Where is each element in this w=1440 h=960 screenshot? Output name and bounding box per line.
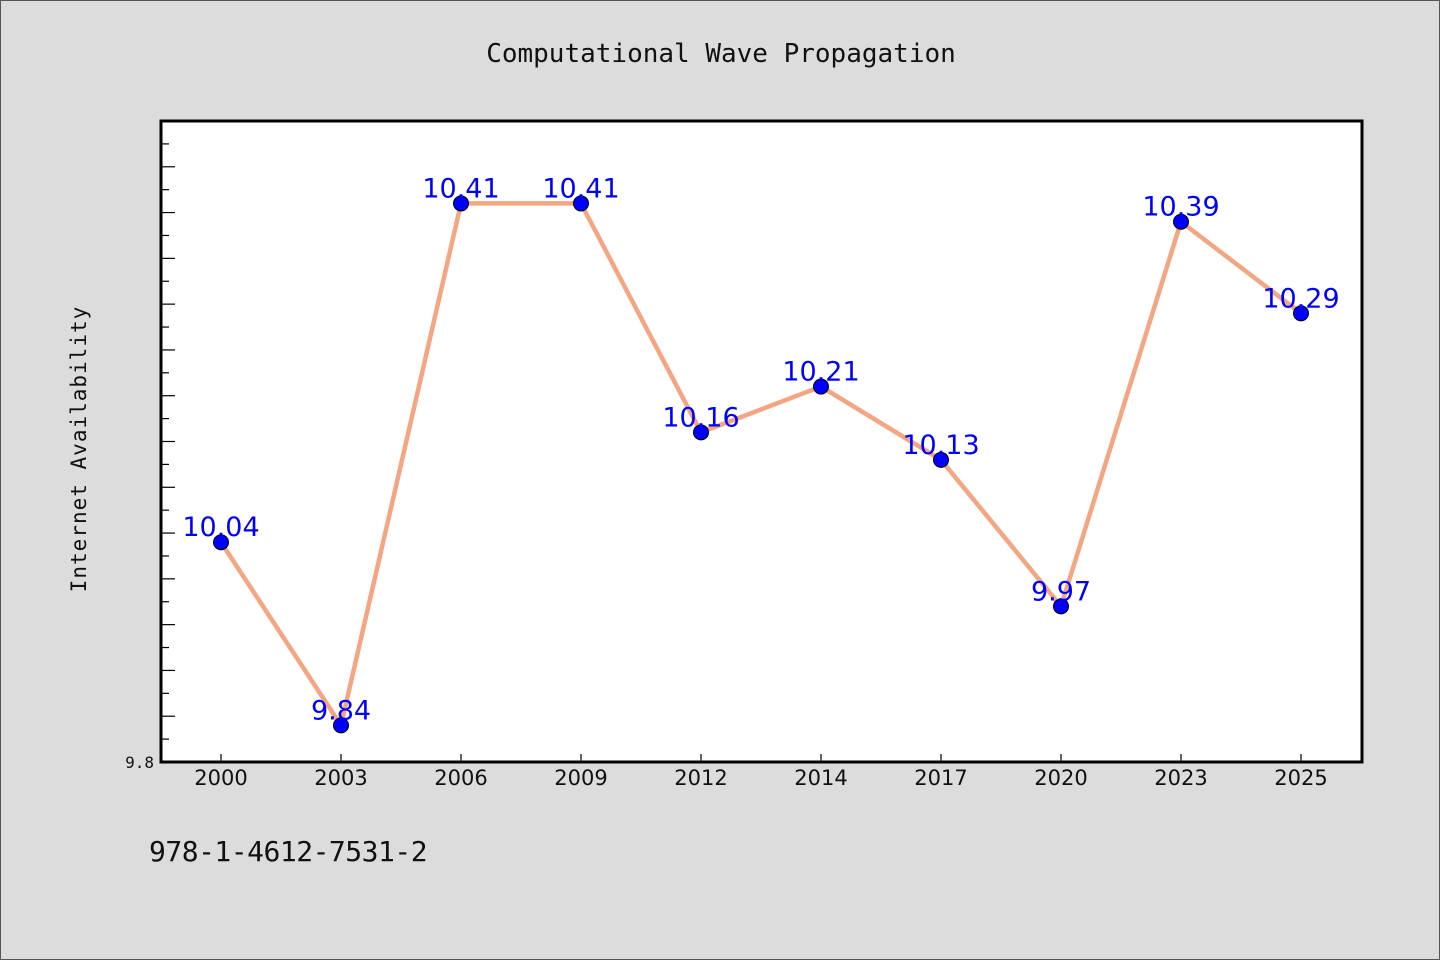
x-tick-label: 2003 bbox=[314, 766, 367, 790]
data-points bbox=[213, 195, 1309, 734]
data-point bbox=[213, 534, 229, 551]
x-tick-label: 2014 bbox=[794, 766, 847, 790]
data-label: 10.41 bbox=[422, 173, 499, 204]
chart-title: Computational Wave Propagation bbox=[486, 39, 956, 69]
x-axis-tick-labels: 2000 2003 2006 2009 2012 2014 2017 2020 2023 2025 bbox=[194, 766, 1327, 790]
data-labels: 10.04 9.84 10.41 10.41 10.16 10.21 10.13 9.97 10… bbox=[182, 173, 1339, 726]
data-point bbox=[453, 195, 469, 212]
data-label: 9.97 bbox=[1031, 576, 1091, 607]
isbn-text: 978-1-4612-7531-2 bbox=[149, 835, 428, 868]
x-tick-label: 2006 bbox=[434, 766, 487, 790]
data-label: 10.41 bbox=[542, 173, 619, 204]
x-tick-label: 2025 bbox=[1274, 766, 1327, 790]
data-label: 9.84 bbox=[311, 695, 371, 726]
y-axis-tick-labels: 9.8 bbox=[125, 753, 154, 772]
plot-area bbox=[161, 121, 1362, 762]
data-point bbox=[693, 424, 709, 441]
x-tick-label: 2000 bbox=[194, 766, 247, 790]
data-label: 10.29 bbox=[1262, 283, 1339, 314]
x-tick-label: 2009 bbox=[554, 766, 607, 790]
y-axis-ticks bbox=[161, 120, 175, 763]
data-label: 10.04 bbox=[182, 512, 259, 543]
data-point bbox=[933, 451, 949, 468]
y-axis-label: Internet Availability bbox=[67, 306, 91, 593]
data-point bbox=[1053, 598, 1069, 615]
data-point bbox=[573, 195, 589, 212]
data-label: 10.21 bbox=[782, 357, 859, 388]
data-point bbox=[1173, 213, 1189, 230]
data-label: 10.39 bbox=[1142, 192, 1219, 223]
y-tick-label: 9.8 bbox=[125, 753, 154, 772]
data-label: 10.13 bbox=[902, 430, 979, 461]
data-point bbox=[1293, 305, 1309, 322]
data-point bbox=[813, 378, 829, 395]
x-tick-label: 2023 bbox=[1154, 766, 1207, 790]
series-line bbox=[219, 201, 1303, 728]
x-tick-label: 2020 bbox=[1034, 766, 1087, 790]
data-label: 10.16 bbox=[662, 402, 739, 433]
x-tick-label: 2017 bbox=[914, 766, 967, 790]
x-tick-label: 2012 bbox=[674, 766, 727, 790]
plot-frame bbox=[159, 119, 1364, 764]
data-point bbox=[333, 717, 349, 734]
